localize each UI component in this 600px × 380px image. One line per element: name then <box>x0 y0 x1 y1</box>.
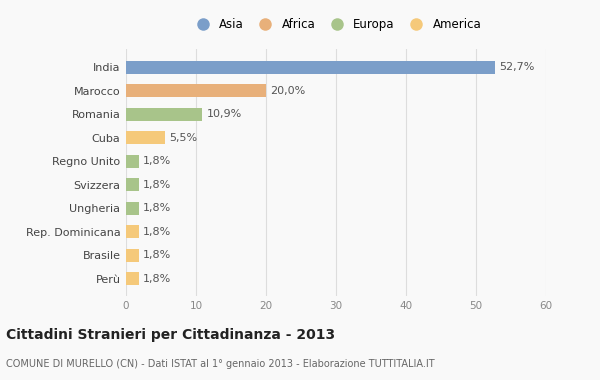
Bar <box>126 84 266 97</box>
Text: 1,8%: 1,8% <box>143 203 171 213</box>
Text: 52,7%: 52,7% <box>499 62 535 72</box>
Text: COMUNE DI MURELLO (CN) - Dati ISTAT al 1° gennaio 2013 - Elaborazione TUTTITALIA: COMUNE DI MURELLO (CN) - Dati ISTAT al 1… <box>6 359 434 369</box>
Bar <box>126 61 495 74</box>
Text: 20,0%: 20,0% <box>270 86 305 96</box>
Bar <box>126 131 164 144</box>
Text: 1,8%: 1,8% <box>143 156 171 166</box>
Bar <box>126 225 139 238</box>
Bar <box>126 108 202 120</box>
Bar <box>126 249 139 262</box>
Bar <box>126 272 139 285</box>
Bar <box>126 178 139 191</box>
Legend: Asia, Africa, Europa, America: Asia, Africa, Europa, America <box>186 13 486 36</box>
Text: Cittadini Stranieri per Cittadinanza - 2013: Cittadini Stranieri per Cittadinanza - 2… <box>6 328 335 342</box>
Text: 1,8%: 1,8% <box>143 250 171 260</box>
Text: 10,9%: 10,9% <box>206 109 242 119</box>
Bar <box>126 202 139 215</box>
Bar <box>126 155 139 168</box>
Text: 5,5%: 5,5% <box>169 133 197 142</box>
Text: 1,8%: 1,8% <box>143 227 171 237</box>
Text: 1,8%: 1,8% <box>143 180 171 190</box>
Text: 1,8%: 1,8% <box>143 274 171 284</box>
